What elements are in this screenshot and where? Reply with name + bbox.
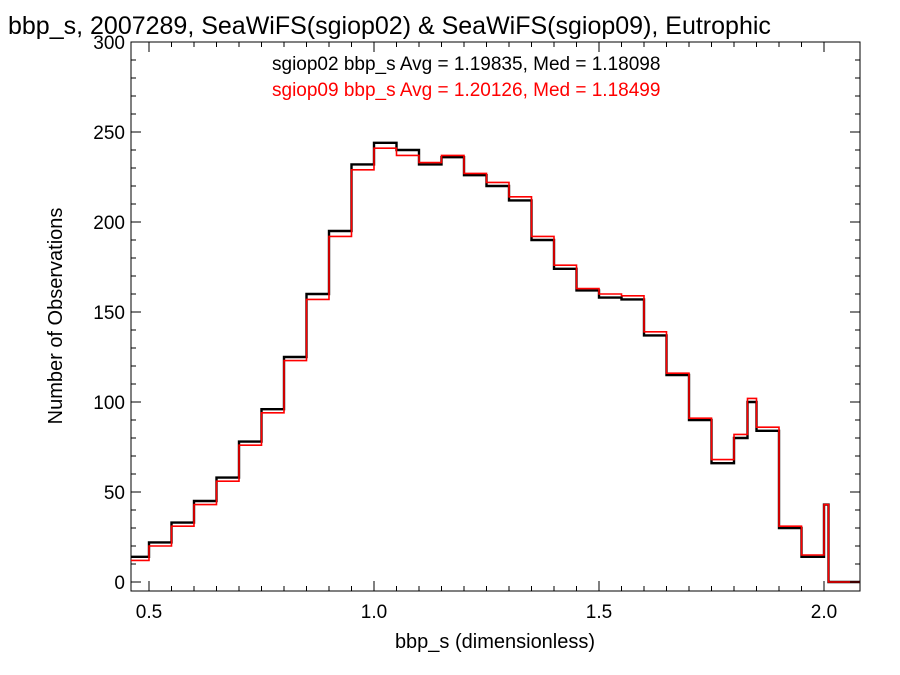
series-layer: [131, 141, 860, 584]
y-axis-label: Number of Observations: [45, 208, 67, 425]
series-line-1: [131, 147, 860, 583]
y-tick-label: 50: [104, 483, 125, 504]
y-tick-label: 250: [93, 123, 125, 144]
annotation-sgiop02: sgiop02 bbp_s Avg = 1.19835, Med = 1.180…: [272, 54, 660, 75]
annotation-sgiop09: sgiop09 bbp_s Avg = 1.20126, Med = 1.184…: [272, 80, 660, 101]
y-tick-label: 100: [93, 393, 125, 414]
x-axis-label: bbp_s (dimensionless): [395, 631, 595, 653]
chart-title: bbp_s, 2007289, SeaWiFS(sgiop02) & SeaWi…: [8, 12, 771, 40]
x-tick-label: 1.0: [361, 602, 387, 623]
x-tick-label: 1.5: [586, 602, 612, 623]
y-tick-label: 300: [93, 33, 125, 54]
plot-frame: [130, 41, 861, 592]
x-axis: 0.5 1.0 1.5 2.0: [136, 42, 837, 623]
y-tick-label: 200: [93, 213, 125, 234]
y-tick-label: 150: [93, 303, 125, 324]
x-tick-label: 2.0: [811, 602, 837, 623]
plot-area: 0.5 1.0 1.5 2.0 0 50 100 150 200 250 300: [93, 33, 861, 623]
series-line-0: [131, 141, 860, 584]
y-axis: 0 50 100 150 200 250 300: [93, 33, 860, 594]
x-tick-label: 0.5: [136, 602, 162, 623]
y-tick-label: 0: [114, 573, 125, 594]
